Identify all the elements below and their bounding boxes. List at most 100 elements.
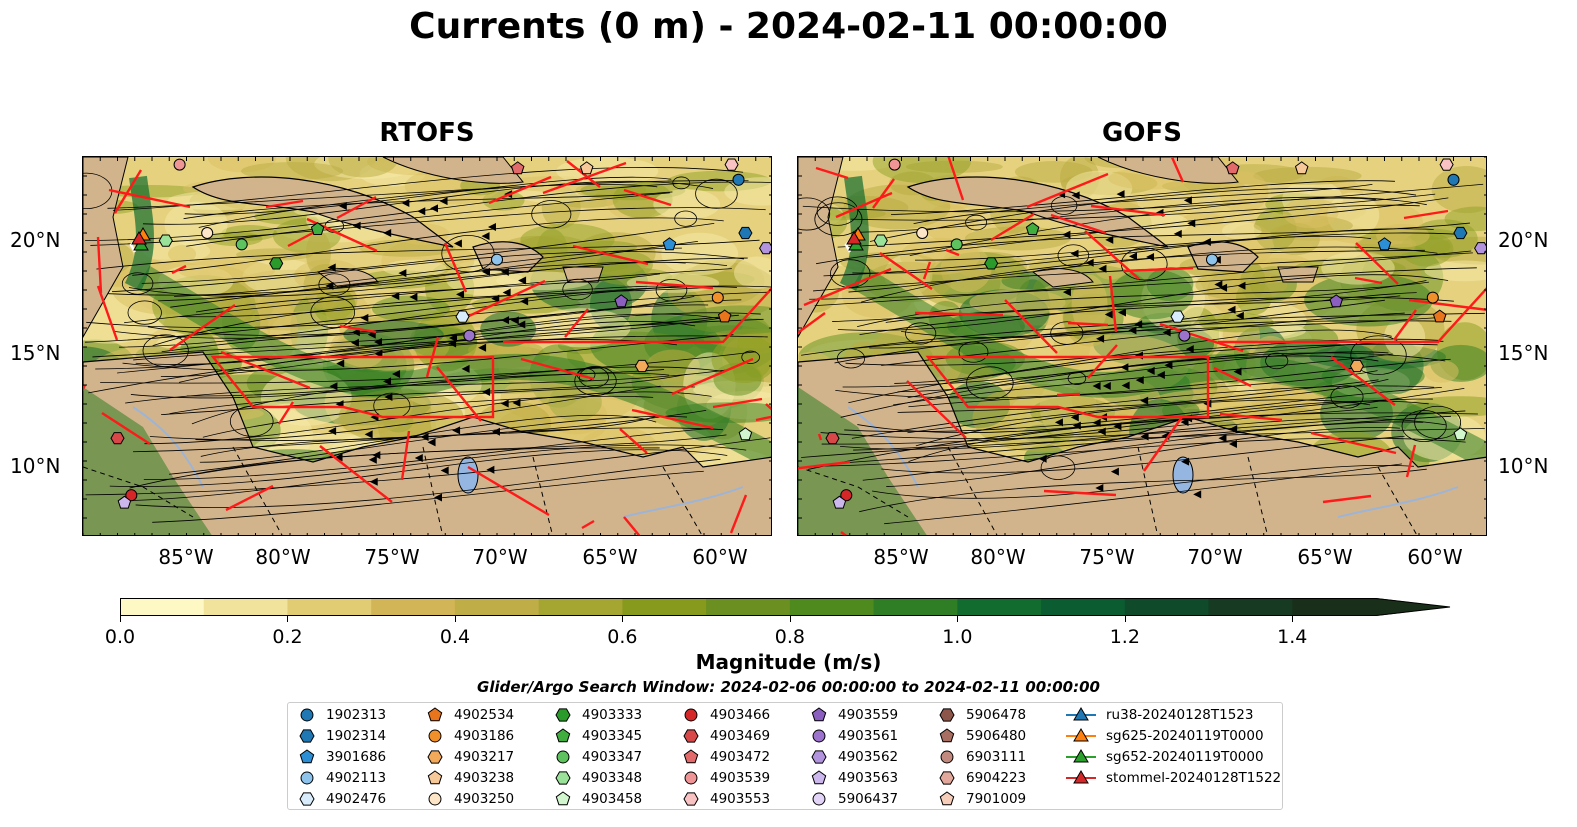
legend-item: 1902313 (298, 705, 386, 725)
colorbar-tick-label: 0.0 (104, 626, 136, 648)
legend-symbol (555, 708, 571, 722)
colorbar-segment (1208, 598, 1293, 616)
legend-marker (940, 750, 954, 764)
lon-tick-label: 65°W (1297, 545, 1353, 569)
float-marker (455, 310, 470, 323)
float-marker (490, 253, 504, 266)
float-marker (201, 226, 214, 240)
legend-item: 7901009 (938, 789, 1026, 809)
float-marker (1178, 329, 1191, 342)
colorbar-tick-label: 0.2 (272, 626, 303, 648)
colorbar-segment (706, 598, 791, 616)
legend-symbol (939, 791, 955, 806)
float-marker (984, 257, 999, 270)
float-marker (738, 226, 753, 240)
panel-title-gofs: GOFS (1102, 118, 1182, 148)
float-marker (738, 427, 753, 441)
legend-symbol (556, 750, 570, 764)
legend-marker (299, 792, 315, 806)
legend-symbol (555, 771, 571, 785)
colorbar-segment (538, 598, 623, 616)
float-marker (110, 432, 125, 445)
legend-label: 5906480 (966, 728, 1027, 744)
float-marker (717, 309, 732, 323)
float-marker (510, 161, 525, 175)
lon-tick-label: 80°W (970, 545, 1026, 569)
float-marker (1439, 158, 1454, 171)
legend-item: 4903562 (810, 747, 898, 767)
legend-symbol (427, 707, 443, 722)
legend-label: sg652-20240119T0000 (1106, 749, 1264, 765)
float-marker (711, 291, 724, 304)
colorbar-label: Magnitude (m/s) (695, 650, 882, 674)
float-marker (1453, 427, 1468, 441)
legend-symbol (683, 792, 699, 806)
float-marker (759, 242, 771, 255)
legend-marker (684, 708, 698, 722)
float-marker (235, 238, 248, 251)
lon-tick-label: 75°W (364, 545, 420, 569)
legend-item: 6904223 (938, 768, 1026, 788)
map-panel-gofs (797, 156, 1487, 536)
legend-label: 4903250 (454, 791, 515, 807)
colorbar-segment (120, 598, 205, 616)
legend-item: 4903563 (810, 768, 898, 788)
colorbar-tick-label: 0.4 (439, 626, 471, 648)
lat-tick-label: 10°N (10, 454, 61, 478)
legend-item: 4903458 (554, 789, 642, 809)
lon-tick-label: 75°W (1079, 545, 1135, 569)
legend-marker (300, 771, 314, 785)
legend-symbol (812, 729, 826, 743)
legend-marker (555, 771, 571, 785)
legend-marker (427, 707, 443, 722)
legend-symbol (300, 708, 314, 722)
float-marker (579, 161, 594, 175)
legend-marker (555, 708, 571, 722)
lon-tick-label: 70°W (472, 545, 528, 569)
legend-marker (812, 729, 826, 743)
float-marker (125, 489, 138, 502)
float-marker (1170, 310, 1185, 323)
legend-symbol (939, 708, 955, 722)
legend-symbol (684, 708, 698, 722)
float-marker (732, 173, 745, 186)
float-marker (950, 238, 963, 251)
lat-tick-label: 15°N (10, 341, 61, 365)
float-marker (840, 489, 853, 502)
colorbar-tick-label: 1.0 (942, 626, 973, 648)
glider-marker (131, 231, 147, 245)
legend-item: 4903472 (682, 747, 770, 767)
legend-symbol (427, 750, 443, 764)
legend-marker (555, 728, 571, 743)
search-window-text: Glider/Argo Search Window: 2024-02-06 00… (477, 678, 1100, 696)
legend-item: 4903186 (426, 726, 514, 746)
legend-item: 4903466 (682, 705, 770, 725)
legend-symbol (428, 729, 442, 743)
colorbar-tick-label: 1.4 (1277, 626, 1308, 648)
legend-marker (428, 792, 442, 806)
float-marker (825, 432, 840, 445)
float-marker (916, 226, 929, 240)
legend-label: 4903472 (710, 749, 771, 765)
legend-label: 4903563 (838, 770, 899, 786)
legend-label: 4903345 (582, 728, 643, 744)
legend-label: 4903238 (454, 770, 515, 786)
legend-symbol (555, 791, 571, 806)
legend-marker (812, 792, 826, 806)
legend-symbol (683, 749, 699, 764)
legend-label: stommel-20240128T1522 (1106, 770, 1282, 786)
lat-tick-label: 20°N (1498, 228, 1549, 252)
legend-label: 4903469 (710, 728, 771, 744)
lon-tick-label: 65°W (582, 545, 638, 569)
legend-item: 1902314 (298, 726, 386, 746)
legend-marker (939, 791, 955, 806)
legend-symbol (300, 771, 314, 785)
colorbar-tick-label: 1.2 (1109, 626, 1140, 648)
float-marker (832, 495, 847, 509)
colorbar-segment (957, 598, 1042, 616)
legend-item: stommel-20240128T1522 (1066, 768, 1281, 788)
legend-marker (555, 791, 571, 806)
lon-tick-label: 70°W (1187, 545, 1243, 569)
legend-item: 4903345 (554, 726, 642, 746)
colorbar-segment (371, 598, 456, 616)
